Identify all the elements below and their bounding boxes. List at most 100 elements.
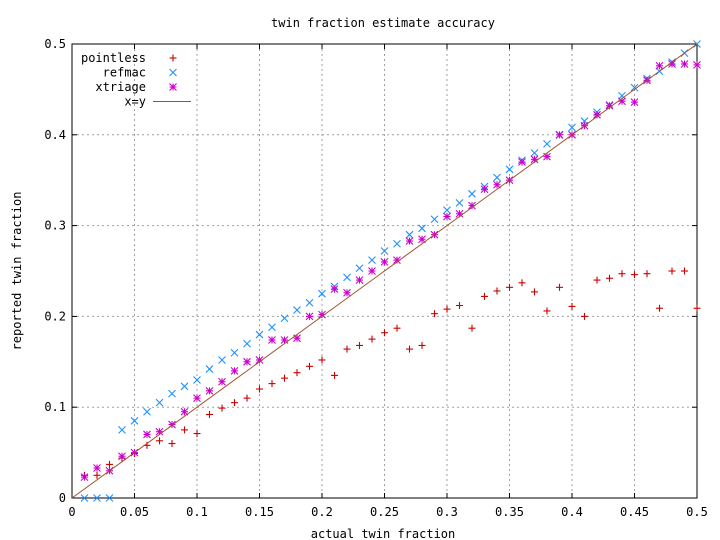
legend-marker <box>169 68 177 77</box>
data-point <box>430 215 439 224</box>
data-point <box>393 239 401 248</box>
data-point <box>368 335 376 343</box>
data-point <box>243 394 251 402</box>
data-point <box>556 283 563 291</box>
data-point <box>356 341 363 349</box>
y-axis-label: reported twin fraction <box>10 192 24 351</box>
data-point <box>480 185 489 194</box>
data-point <box>405 230 414 239</box>
data-point <box>456 302 463 310</box>
series-3 <box>71 43 698 499</box>
data-point <box>406 345 413 353</box>
identity-line <box>71 43 698 499</box>
data-point <box>193 376 201 384</box>
data-point <box>531 288 538 296</box>
x-tick-label: 0.3 <box>436 505 458 519</box>
data-point <box>630 83 639 92</box>
data-point <box>680 60 689 68</box>
data-point <box>218 356 226 364</box>
data-point <box>105 494 114 502</box>
data-point <box>93 471 101 479</box>
data-point <box>481 292 488 300</box>
data-point <box>268 380 276 388</box>
data-point <box>393 324 401 332</box>
data-point <box>381 329 388 337</box>
data-point <box>155 427 164 436</box>
x-tick-label: 0.25 <box>370 505 399 519</box>
data-point <box>80 473 89 482</box>
data-point <box>581 312 588 320</box>
data-point <box>568 123 576 132</box>
data-point <box>281 374 288 382</box>
data-point <box>431 310 438 318</box>
data-point <box>593 276 601 284</box>
data-point <box>468 324 476 332</box>
data-point <box>618 270 626 278</box>
data-point <box>243 357 251 366</box>
data-point <box>318 289 326 298</box>
data-point <box>218 377 226 386</box>
x-tick-label: 0.35 <box>495 505 524 519</box>
data-point <box>518 279 526 287</box>
data-point <box>305 312 314 321</box>
data-point <box>268 336 276 344</box>
x-tick-label: 0 <box>68 505 75 519</box>
data-point <box>93 494 101 502</box>
data-point <box>205 386 214 395</box>
data-point <box>380 247 389 255</box>
legend-label: xtriage <box>95 80 146 94</box>
data-point <box>256 385 263 393</box>
data-point <box>631 271 638 279</box>
data-point <box>305 298 314 307</box>
series-2 <box>80 60 701 482</box>
plot-series <box>71 40 701 502</box>
data-point <box>681 267 688 275</box>
data-point <box>205 365 214 373</box>
data-point <box>280 314 289 323</box>
data-point <box>255 330 264 339</box>
data-point <box>181 426 188 434</box>
data-point <box>418 224 426 233</box>
data-point <box>80 494 89 502</box>
data-point <box>330 285 339 294</box>
data-point <box>168 440 176 448</box>
data-point <box>530 149 539 157</box>
x-tick-label: 0.1 <box>186 505 208 519</box>
plot-frame <box>71 43 698 499</box>
data-point <box>293 306 301 314</box>
series-1 <box>80 40 701 502</box>
data-point <box>668 267 676 275</box>
data-point <box>343 288 351 297</box>
data-point <box>331 371 338 379</box>
data-point <box>493 287 501 295</box>
data-point <box>493 180 501 189</box>
chart-title: twin fraction estimate accuracy <box>271 16 495 30</box>
data-point <box>693 304 701 312</box>
y-tick-label: 0.5 <box>44 37 66 51</box>
data-point <box>143 430 151 439</box>
x-axis-label: actual twin fraction <box>311 527 456 540</box>
data-point <box>143 407 151 416</box>
data-point <box>618 91 626 100</box>
data-point <box>618 97 626 106</box>
data-point <box>656 304 663 312</box>
data-point <box>230 348 239 357</box>
data-point <box>493 173 501 182</box>
data-point <box>355 264 364 273</box>
data-point <box>243 339 251 348</box>
legend-label: pointless <box>81 51 146 65</box>
data-point <box>405 237 414 245</box>
data-point <box>555 130 564 139</box>
data-point <box>518 158 526 166</box>
data-point <box>355 276 364 284</box>
data-point <box>655 61 664 70</box>
y-tick-label: 0.2 <box>44 309 66 323</box>
data-point <box>630 98 639 107</box>
axis-tick-labels: 0 0.05 0.1 0.15 0.2 0.25 0.3 0.35 0.4 0.45 0.5 0 0.1… <box>44 37 708 519</box>
data-point <box>306 362 313 370</box>
data-point <box>293 369 301 377</box>
data-point <box>130 416 139 425</box>
data-point <box>231 399 238 407</box>
